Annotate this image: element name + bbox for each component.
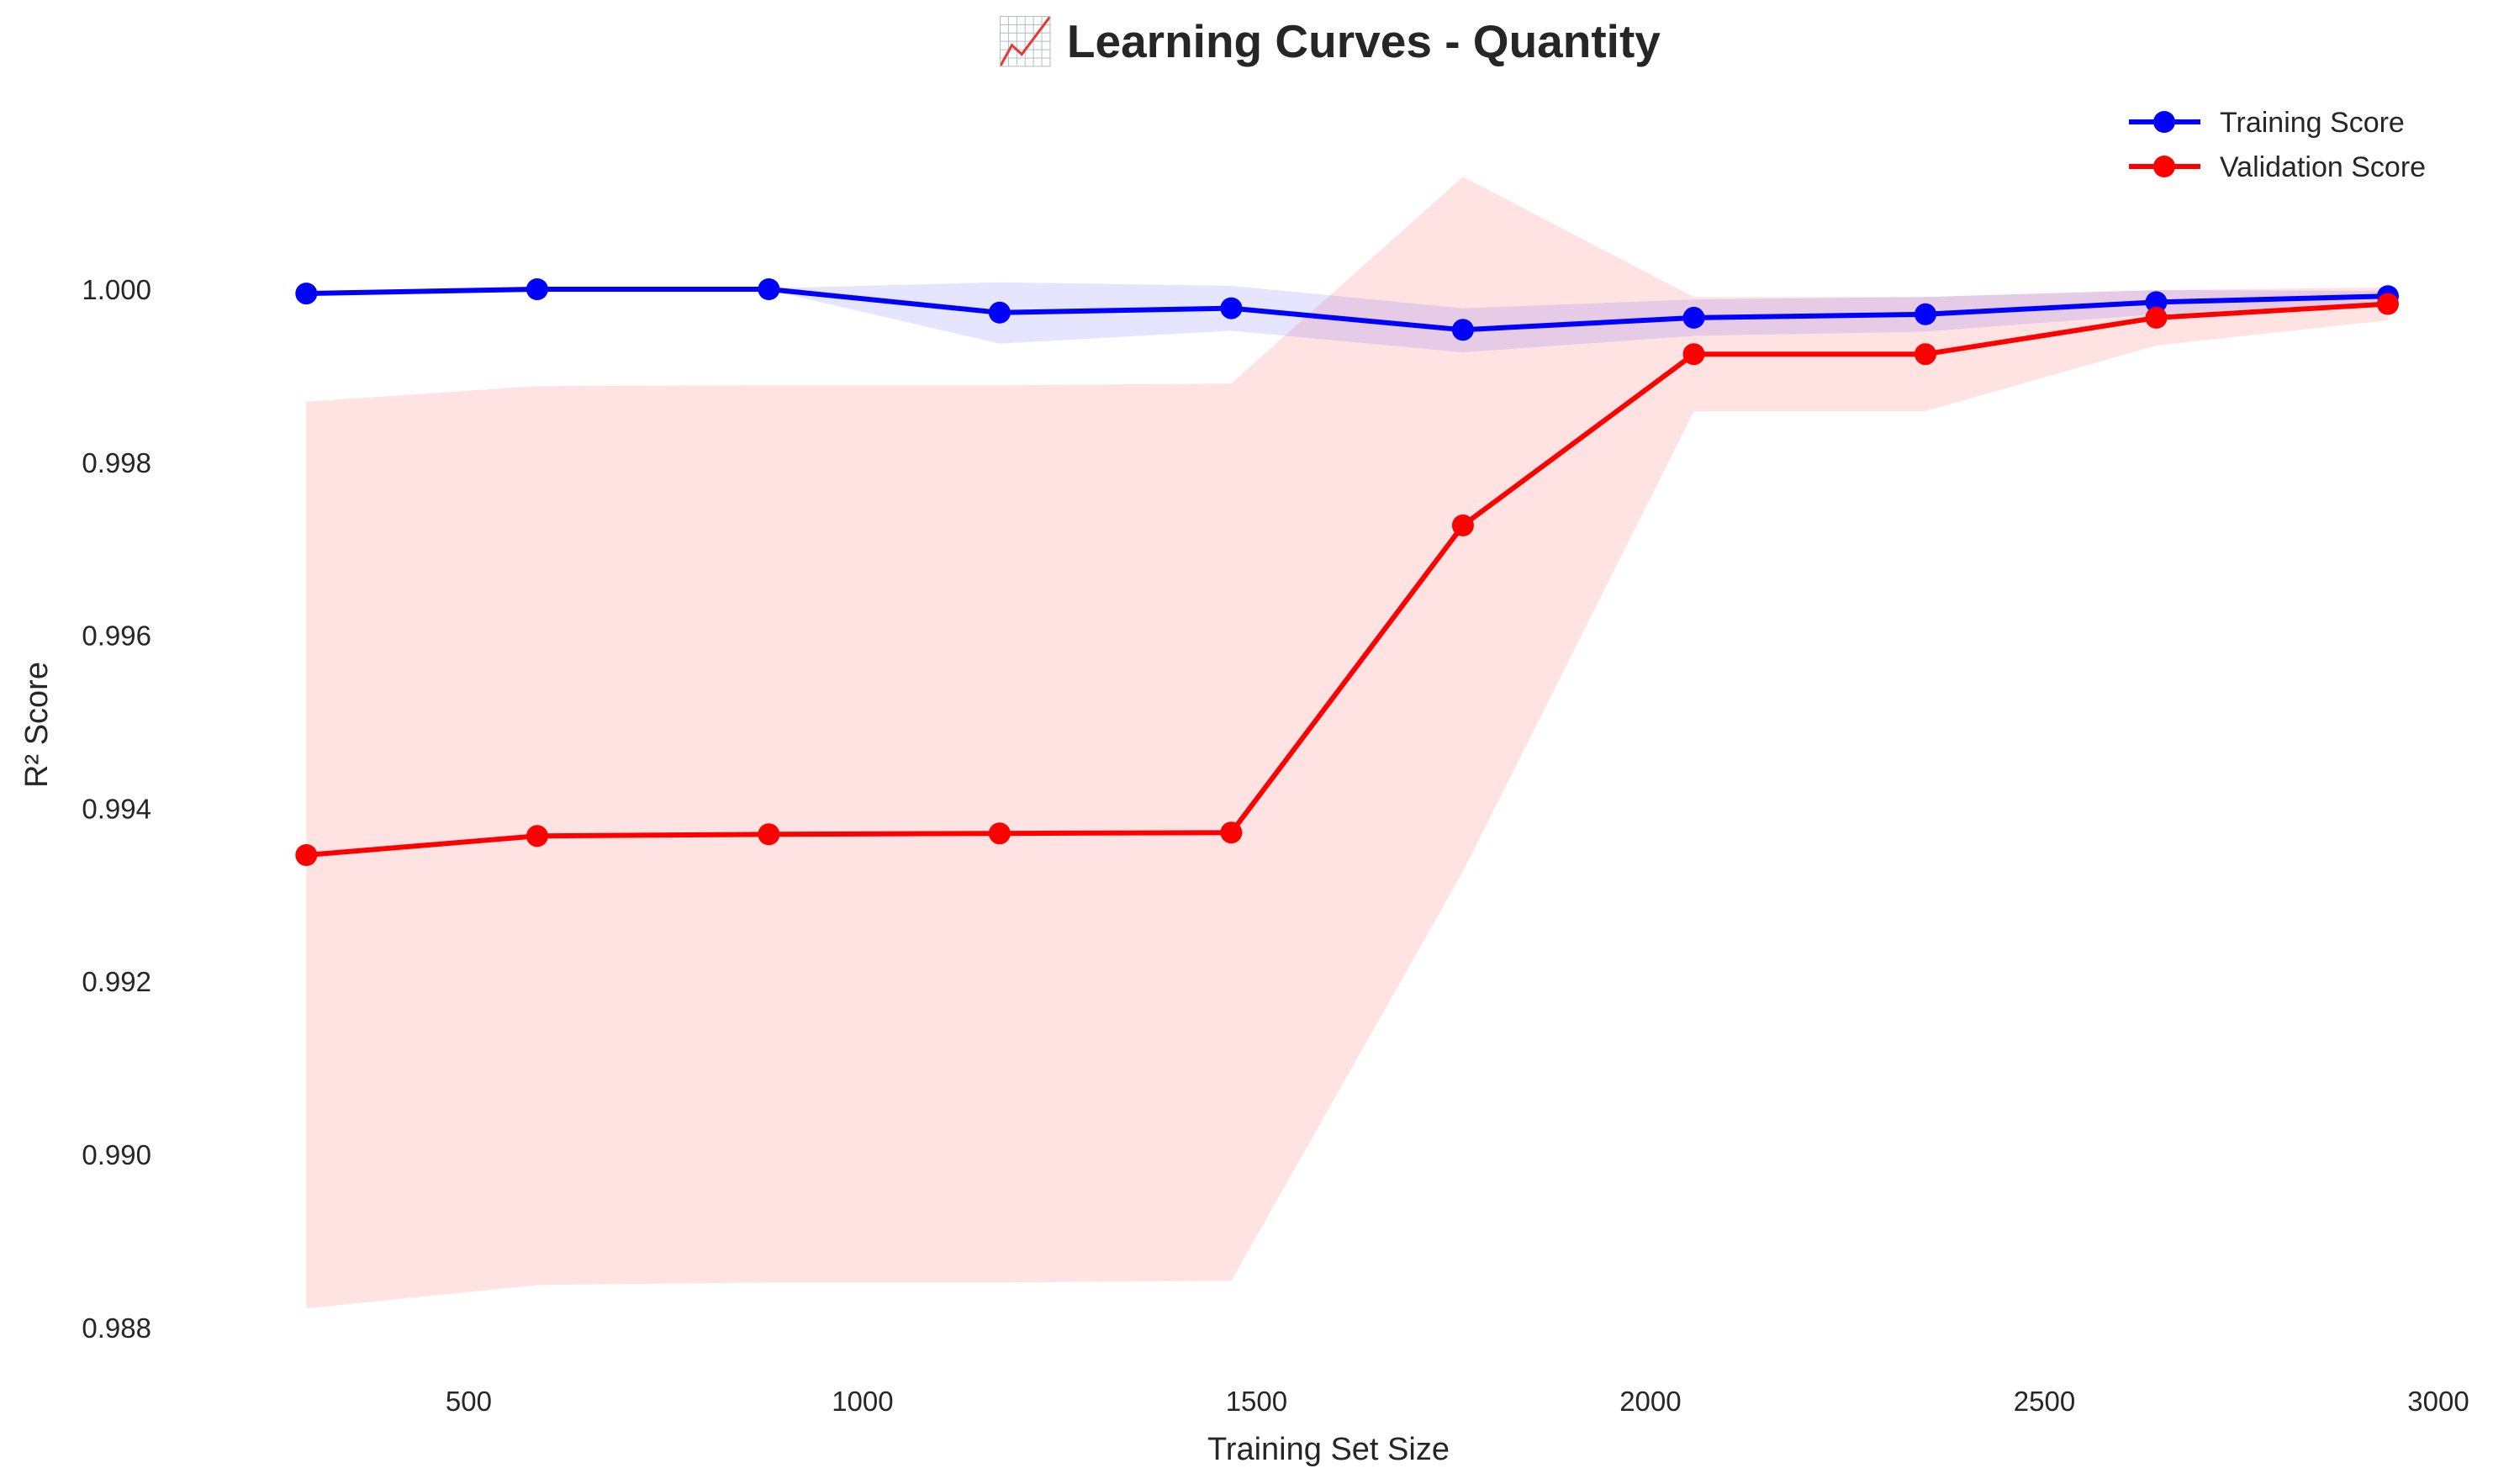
series-1-point (1915, 343, 1936, 366)
legend: Training Score Validation Score (2129, 107, 2426, 183)
x-tick-label: 500 (446, 1386, 492, 1417)
chart-title: 📈 Learning Curves - Quantity (996, 15, 1661, 68)
y-tick-label: 0.996 (82, 621, 151, 652)
x-tick-label: 1000 (832, 1386, 893, 1417)
y-tick-label: 0.992 (82, 966, 151, 997)
series-1-point (758, 823, 780, 846)
y-tick-label: 0.994 (82, 793, 151, 824)
series-1-point (2145, 306, 2168, 329)
series-points (295, 278, 2399, 866)
series-0-point (526, 278, 548, 300)
x-tick-label: 3000 (2407, 1386, 2469, 1417)
series-0-point (1682, 306, 1705, 329)
x-tick-label: 2000 (1619, 1386, 1681, 1417)
series-1-line (306, 301, 2389, 858)
series-0-point (988, 301, 1011, 324)
legend-label-0: Training Score (2220, 107, 2405, 139)
series-lines (306, 287, 2389, 858)
legend-marker-0 (2153, 111, 2175, 133)
confidence-bands (306, 177, 2388, 1309)
series-1-point (1220, 821, 1243, 844)
y-tick-label: 0.990 (82, 1139, 151, 1170)
x-tick-label: 1500 (1226, 1386, 1287, 1417)
y-axis-label: R² Score (19, 662, 55, 788)
series-1-point (988, 822, 1011, 845)
series-0-point (295, 283, 318, 305)
y-axis-ticks: 0.988 0.990 0.992 0.994 0.996 0.998 1.000 (82, 274, 151, 1344)
x-axis-label: Training Set Size (1207, 1432, 1450, 1467)
x-axis-ticks: 500 1000 1500 2000 2500 3000 (446, 1386, 2469, 1417)
series-0-line (306, 287, 2389, 333)
series-0-point (758, 278, 780, 300)
series-0-point (1451, 319, 1474, 341)
legend-label-1: Validation Score (2220, 151, 2426, 183)
series-1-point (1682, 343, 1705, 366)
series-1-point (295, 844, 318, 866)
series-0-point (1915, 303, 1936, 325)
series-1-point (2377, 293, 2399, 315)
legend-marker-1 (2153, 156, 2175, 177)
series-1-band (306, 177, 2388, 1309)
y-tick-label: 0.998 (82, 447, 151, 478)
y-tick-label: 1.000 (82, 274, 151, 305)
series-0-point (1220, 297, 1243, 320)
y-tick-label: 0.988 (82, 1312, 151, 1344)
series-1-point (526, 825, 548, 848)
series-0-point (2145, 291, 2168, 314)
series-1-point (1451, 514, 1474, 536)
x-tick-label: 2500 (2014, 1386, 2075, 1417)
